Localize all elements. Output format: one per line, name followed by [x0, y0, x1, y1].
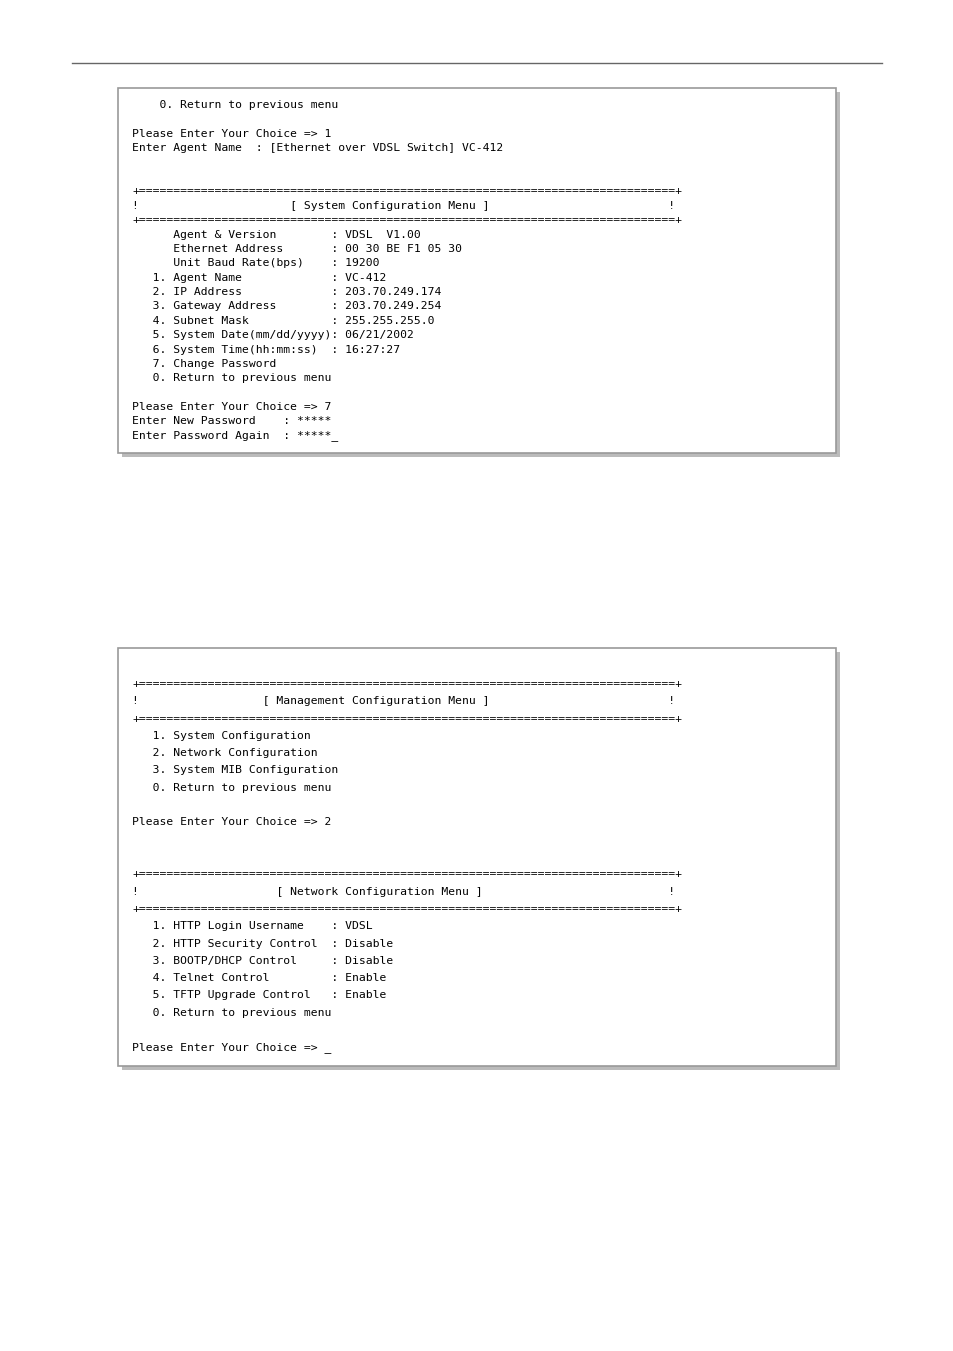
- Text: 2. IP Address             : 203.70.249.174: 2. IP Address : 203.70.249.174: [132, 286, 441, 297]
- Text: 3. BOOTP/DHCP Control     : Disable: 3. BOOTP/DHCP Control : Disable: [132, 955, 393, 966]
- Text: Enter New Password    : *****: Enter New Password : *****: [132, 416, 331, 427]
- Text: +==============================================================================+: +=======================================…: [132, 869, 681, 880]
- Text: 5. TFTP Upgrade Control   : Enable: 5. TFTP Upgrade Control : Enable: [132, 990, 386, 1001]
- Text: Enter Agent Name  : [Ethernet over VDSL Switch] VC-412: Enter Agent Name : [Ethernet over VDSL S…: [132, 143, 503, 153]
- Text: Enter Password Again  : *****_: Enter Password Again : *****_: [132, 431, 338, 442]
- Text: Ethernet Address       : 00 30 BE F1 05 30: Ethernet Address : 00 30 BE F1 05 30: [132, 245, 461, 254]
- Text: +==============================================================================+: +=======================================…: [132, 713, 681, 724]
- Text: 0. Return to previous menu: 0. Return to previous menu: [132, 1008, 331, 1017]
- Text: 3. Gateway Address        : 203.70.249.254: 3. Gateway Address : 203.70.249.254: [132, 301, 441, 312]
- Text: +==============================================================================+: +=======================================…: [132, 680, 681, 689]
- Text: Please Enter Your Choice => 7: Please Enter Your Choice => 7: [132, 403, 331, 412]
- Text: 0. Return to previous menu: 0. Return to previous menu: [132, 373, 331, 384]
- FancyBboxPatch shape: [118, 88, 835, 453]
- Text: 5. System Date(mm/dd/yyyy): 06/21/2002: 5. System Date(mm/dd/yyyy): 06/21/2002: [132, 330, 414, 340]
- Text: 2. Network Configuration: 2. Network Configuration: [132, 748, 317, 758]
- Text: 1. HTTP Login Username    : VDSL: 1. HTTP Login Username : VDSL: [132, 921, 373, 931]
- Text: 1. Agent Name             : VC-412: 1. Agent Name : VC-412: [132, 273, 386, 282]
- Text: Please Enter Your Choice => 1: Please Enter Your Choice => 1: [132, 128, 331, 139]
- Text: 0. Return to previous menu: 0. Return to previous menu: [132, 100, 338, 111]
- FancyBboxPatch shape: [122, 653, 840, 1070]
- Text: Please Enter Your Choice => 2: Please Enter Your Choice => 2: [132, 817, 331, 827]
- Text: 4. Subnet Mask            : 255.255.255.0: 4. Subnet Mask : 255.255.255.0: [132, 316, 434, 326]
- Text: Please Enter Your Choice => _: Please Enter Your Choice => _: [132, 1042, 331, 1052]
- Text: 7. Change Password: 7. Change Password: [132, 359, 276, 369]
- Text: Agent & Version        : VDSL  V1.00: Agent & Version : VDSL V1.00: [132, 230, 420, 239]
- Text: 1. System Configuration: 1. System Configuration: [132, 731, 311, 740]
- Text: !                  [ Management Configuration Menu ]                          !: ! [ Management Configuration Menu ] !: [132, 696, 675, 707]
- Text: 6. System Time(hh:mm:ss)  : 16:27:27: 6. System Time(hh:mm:ss) : 16:27:27: [132, 345, 399, 354]
- FancyBboxPatch shape: [122, 92, 840, 457]
- Text: 0. Return to previous menu: 0. Return to previous menu: [132, 782, 331, 793]
- Text: 3. System MIB Configuration: 3. System MIB Configuration: [132, 766, 338, 775]
- Text: 4. Telnet Control         : Enable: 4. Telnet Control : Enable: [132, 973, 386, 984]
- FancyBboxPatch shape: [118, 648, 835, 1066]
- Text: +==============================================================================+: +=======================================…: [132, 215, 681, 226]
- Text: +==============================================================================+: +=======================================…: [132, 904, 681, 913]
- Text: !                      [ System Configuration Menu ]                          !: ! [ System Configuration Menu ] !: [132, 201, 675, 211]
- Text: +==============================================================================+: +=======================================…: [132, 186, 681, 196]
- Text: !                    [ Network Configuration Menu ]                           !: ! [ Network Configuration Menu ] !: [132, 886, 675, 897]
- Text: 2. HTTP Security Control  : Disable: 2. HTTP Security Control : Disable: [132, 939, 393, 948]
- Text: Unit Baud Rate(bps)    : 19200: Unit Baud Rate(bps) : 19200: [132, 258, 379, 269]
